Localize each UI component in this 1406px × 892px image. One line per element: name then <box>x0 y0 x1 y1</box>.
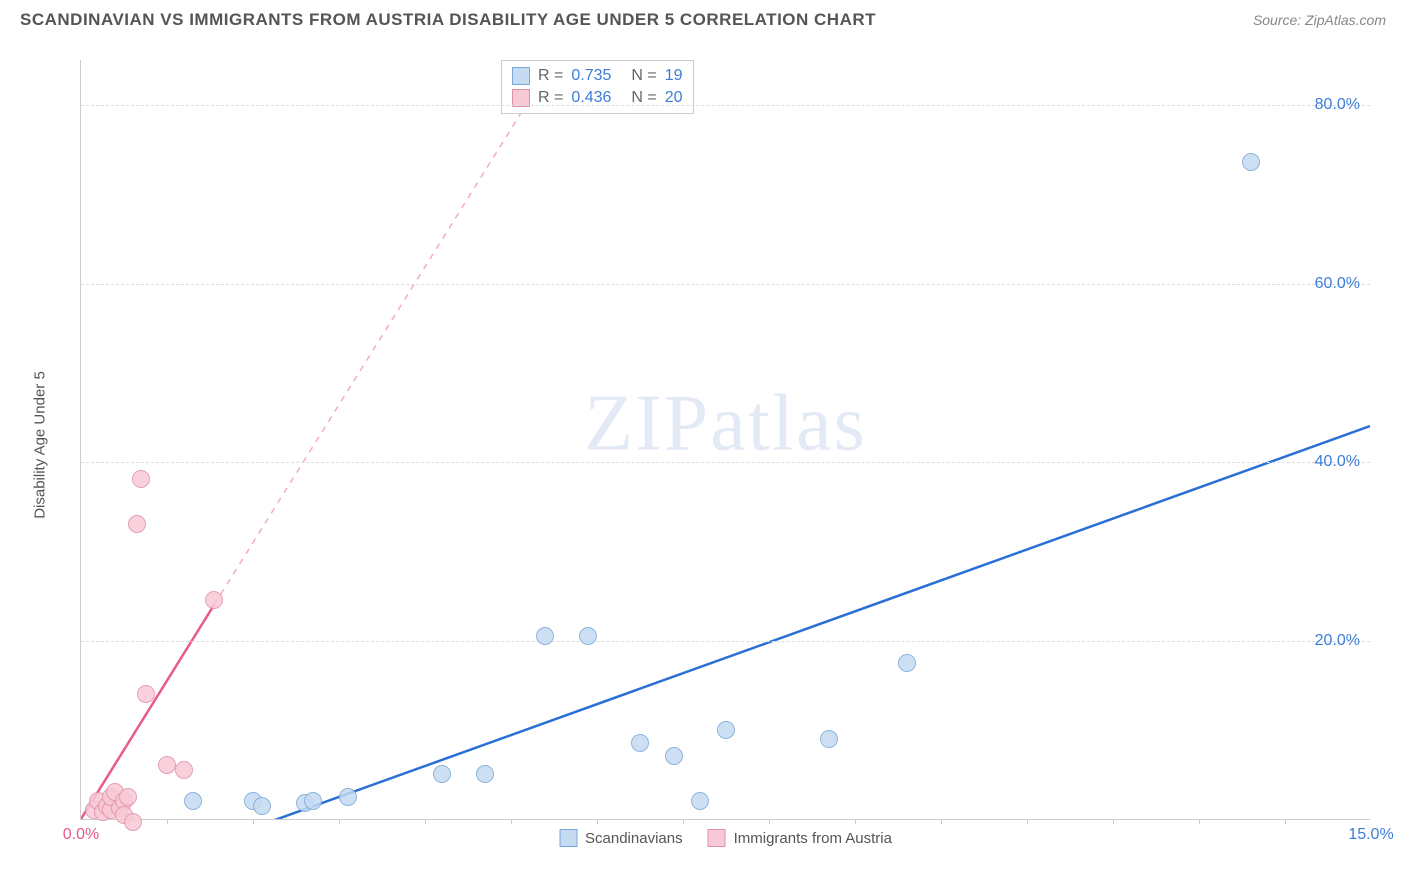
legend-correlation-row: R = 0.735 N = 19 <box>512 65 683 87</box>
x-tick-mark <box>511 819 512 824</box>
data-point <box>158 756 176 774</box>
data-point <box>717 721 735 739</box>
data-point <box>820 730 838 748</box>
data-point <box>175 761 193 779</box>
source-label: Source: ZipAtlas.com <box>1253 12 1386 28</box>
x-tick-label-left: 0.0% <box>63 826 99 844</box>
gridline <box>81 462 1370 463</box>
x-tick-mark <box>1199 819 1200 824</box>
data-point <box>579 627 597 645</box>
x-tick-mark <box>683 819 684 824</box>
trend-line <box>81 605 214 819</box>
data-point <box>132 470 150 488</box>
data-point <box>128 515 146 533</box>
data-point <box>339 788 357 806</box>
data-point <box>253 797 271 815</box>
data-point <box>137 685 155 703</box>
data-point <box>205 591 223 609</box>
trend-line <box>253 426 1370 819</box>
data-point <box>665 747 683 765</box>
legend-swatch <box>512 67 530 85</box>
series-legend: Scandinavians Immigrants from Austria <box>559 829 892 847</box>
legend-r-label: R = <box>538 67 563 85</box>
x-tick-mark <box>253 819 254 824</box>
legend-r-value: 0.735 <box>571 67 611 85</box>
data-point <box>536 627 554 645</box>
plot-area: ZIPatlas R = 0.735N = 19R = 0.436N = 20 … <box>80 60 1370 820</box>
legend-n-value: 19 <box>665 67 683 85</box>
data-point <box>124 813 142 831</box>
x-tick-mark <box>1113 819 1114 824</box>
trend-line-dashed <box>214 60 571 605</box>
gridline <box>81 641 1370 642</box>
y-tick-label: 80.0% <box>1315 96 1360 114</box>
data-point <box>1242 153 1260 171</box>
y-tick-label: 40.0% <box>1315 453 1360 471</box>
data-point <box>433 765 451 783</box>
x-tick-mark <box>769 819 770 824</box>
correlation-legend: R = 0.735N = 19R = 0.436N = 20 <box>501 60 694 114</box>
legend-series-item: Immigrants from Austria <box>708 829 892 847</box>
x-tick-mark <box>339 819 340 824</box>
data-point <box>304 792 322 810</box>
y-tick-label: 20.0% <box>1315 632 1360 650</box>
x-tick-label-right: 15.0% <box>1348 826 1393 844</box>
data-point <box>691 792 709 810</box>
gridline <box>81 105 1370 106</box>
x-tick-mark <box>855 819 856 824</box>
legend-series-label: Scandinavians <box>585 830 683 847</box>
y-axis-label: Disability Age Under 5 <box>32 371 49 519</box>
x-tick-mark <box>1027 819 1028 824</box>
data-point <box>476 765 494 783</box>
legend-swatch <box>559 829 577 847</box>
legend-swatch <box>708 829 726 847</box>
data-point <box>184 792 202 810</box>
x-tick-mark <box>941 819 942 824</box>
legend-series-item: Scandinavians <box>559 829 683 847</box>
x-tick-mark <box>597 819 598 824</box>
chart-container: Disability Age Under 5 ZIPatlas R = 0.73… <box>50 45 1390 845</box>
x-tick-mark <box>167 819 168 824</box>
watermark: ZIPatlas <box>584 379 867 470</box>
x-tick-mark <box>425 819 426 824</box>
trend-lines-svg <box>81 60 1370 819</box>
data-point <box>119 788 137 806</box>
legend-n-label: N = <box>631 67 656 85</box>
data-point <box>898 654 916 672</box>
x-tick-mark <box>1285 819 1286 824</box>
gridline <box>81 284 1370 285</box>
chart-header: SCANDINAVIAN VS IMMIGRANTS FROM AUSTRIA … <box>0 0 1406 35</box>
chart-title: SCANDINAVIAN VS IMMIGRANTS FROM AUSTRIA … <box>20 10 876 30</box>
y-tick-label: 60.0% <box>1315 275 1360 293</box>
data-point <box>631 734 649 752</box>
legend-series-label: Immigrants from Austria <box>734 830 892 847</box>
